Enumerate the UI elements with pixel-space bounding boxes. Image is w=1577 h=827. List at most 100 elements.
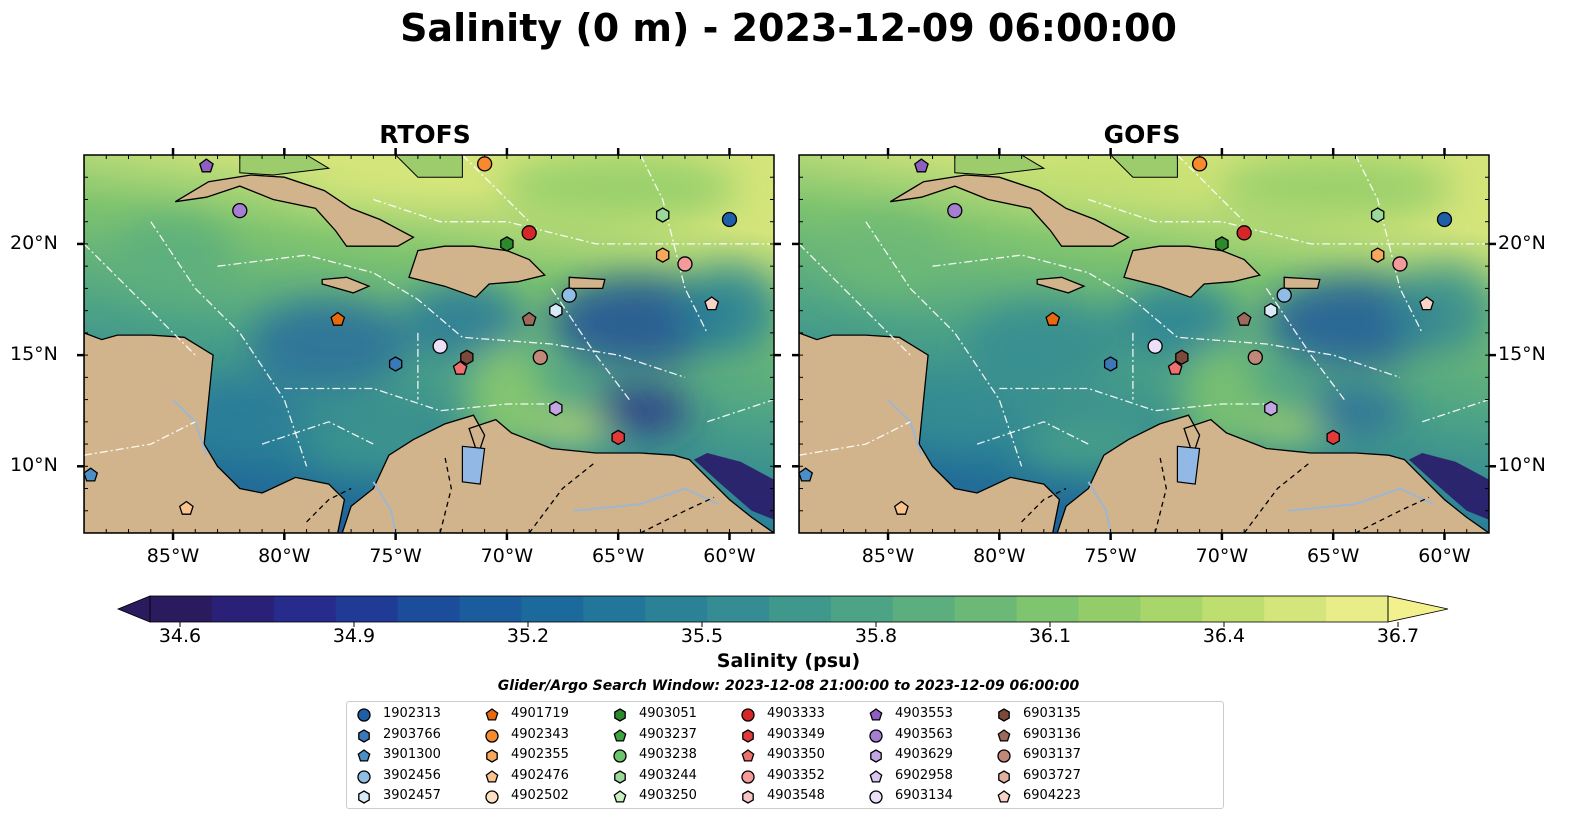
legend-symbol-2903766[interactable]	[358, 728, 370, 743]
legend-marker-circle	[357, 770, 371, 784]
float-marker-6903136[interactable]	[521, 311, 537, 326]
float-marker-1902313[interactable]	[721, 211, 738, 228]
colorbar-tick-label: 34.9	[333, 625, 375, 647]
float-marker-4903244[interactable]	[655, 207, 670, 223]
legend-symbol-6904223[interactable]	[997, 790, 1011, 803]
legend-symbol-3902456[interactable]	[357, 770, 371, 784]
legend-symbol-4903238[interactable]	[613, 749, 627, 763]
float-marker-4903350[interactable]	[452, 360, 468, 375]
legend-symbol-6902958[interactable]	[869, 769, 883, 783]
legend-symbol-4902476[interactable]	[485, 769, 499, 783]
legend-symbol-4902355[interactable]	[486, 749, 498, 763]
legend-marker-pentagon	[997, 790, 1011, 803]
legend-symbol-4903237[interactable]	[613, 728, 627, 742]
float-marker-4903244[interactable]	[1370, 207, 1385, 223]
legend-symbol-4903548[interactable]	[742, 790, 754, 805]
float-marker-4903051[interactable]	[500, 236, 514, 252]
legend-symbol-4903352[interactable]	[741, 770, 755, 784]
legend-marker-hexagon	[742, 790, 754, 805]
float-marker-3902457[interactable]	[1264, 302, 1278, 319]
legend-symbol-4903244[interactable]	[614, 770, 626, 784]
landmass-3	[1123, 245, 1261, 299]
float-marker-4903051[interactable]	[1215, 236, 1229, 252]
float-marker-3901300[interactable]	[83, 467, 99, 482]
float-marker-3902456[interactable]	[561, 287, 577, 303]
float-marker-4903349[interactable]	[1326, 429, 1340, 446]
float-marker-4901719[interactable]	[330, 311, 346, 326]
float-marker-6903136[interactable]	[1236, 311, 1252, 326]
float-marker-4901719[interactable]	[1045, 311, 1061, 326]
float-marker-6903134[interactable]	[432, 338, 448, 354]
legend-symbol-4903629[interactable]	[870, 749, 882, 763]
landmass-2	[889, 174, 1130, 247]
legend-symbol-4903250[interactable]	[613, 790, 627, 803]
legend-marker-circle	[741, 708, 755, 722]
legend-symbol-4903349[interactable]	[742, 728, 754, 743]
float-marker-6904223[interactable]	[1419, 296, 1435, 311]
legend-marker-circle	[485, 790, 499, 805]
legend-symbol-6903727[interactable]	[998, 770, 1010, 784]
lon-tick-label: 65°W	[591, 545, 645, 567]
legend-symbol-4903563[interactable]	[869, 728, 883, 743]
float-marker-4903553[interactable]	[914, 158, 929, 173]
lat-tick-label-left: 20°N	[10, 231, 58, 254]
float-marker-2903766[interactable]	[1103, 356, 1118, 372]
legend-symbol-6903136[interactable]	[997, 728, 1011, 742]
float-marker-4902343[interactable]	[476, 156, 493, 172]
float-marker-6904223[interactable]	[704, 296, 720, 311]
legend-label: 4903250	[639, 788, 697, 804]
landmass-5	[568, 276, 606, 290]
float-marker-4903333[interactable]	[521, 225, 537, 241]
float-marker-4902343[interactable]	[1191, 156, 1208, 172]
float-marker-4903629[interactable]	[549, 400, 563, 417]
axis-ticks	[77, 148, 781, 540]
legend-marker-circle	[485, 728, 499, 743]
float-marker-4903352[interactable]	[1392, 256, 1408, 272]
float-marker-4903333[interactable]	[1236, 225, 1252, 241]
legend-symbol-3901300[interactable]	[357, 749, 371, 762]
float-marker-4903563[interactable]	[232, 202, 248, 219]
legend-symbol-4903553[interactable]	[869, 708, 883, 721]
legend-marker-hexagon	[358, 790, 370, 805]
legend-symbol-3902457[interactable]	[358, 790, 370, 805]
legend-symbol-4901719[interactable]	[485, 708, 499, 721]
float-marker-4903563[interactable]	[947, 202, 963, 219]
legend-label: 4902343	[511, 726, 569, 742]
float-marker-4903349[interactable]	[611, 429, 625, 446]
lat-tick-label-right: 10°N	[1498, 454, 1546, 477]
float-marker-3901300[interactable]	[798, 467, 814, 482]
float-marker-4902355[interactable]	[1370, 247, 1385, 263]
float-marker-4903352[interactable]	[677, 256, 693, 272]
legend-label: 6903136	[1023, 726, 1081, 742]
float-markers	[83, 156, 738, 515]
float-marker-6903137[interactable]	[532, 349, 548, 365]
legend-symbol-4902502[interactable]	[485, 790, 499, 805]
float-marker-4903350[interactable]	[1167, 360, 1183, 375]
colorbar-tick-label: 36.1	[1029, 625, 1071, 647]
float-marker-1902313[interactable]	[1436, 211, 1453, 228]
legend-symbol-4903333[interactable]	[741, 708, 755, 722]
map-rtofs[interactable]	[77, 148, 781, 540]
float-marker-3902456[interactable]	[1276, 287, 1292, 303]
float-marker-6903135[interactable]	[1175, 349, 1189, 366]
float-marker-4902355[interactable]	[655, 247, 670, 263]
legend-symbol-1902313[interactable]	[357, 708, 371, 722]
float-marker-4903553[interactable]	[199, 158, 214, 173]
float-marker-6903137[interactable]	[1247, 349, 1263, 365]
legend-symbol-4903350[interactable]	[741, 749, 755, 762]
landmass-1	[341, 414, 774, 533]
float-marker-6903134[interactable]	[1147, 338, 1163, 354]
legend-symbol-6903135[interactable]	[998, 708, 1010, 722]
float-marker-3902457[interactable]	[549, 302, 563, 319]
float-marker-6903135[interactable]	[460, 349, 474, 366]
legend-label: 4903548	[767, 788, 825, 804]
float-marker-2903766[interactable]	[388, 356, 403, 372]
legend-symbol-6903134[interactable]	[869, 790, 883, 805]
float-marker-4903629[interactable]	[1264, 400, 1278, 417]
map-gofs[interactable]	[792, 148, 1496, 540]
float-marker-4902476[interactable]	[893, 500, 909, 515]
legend-symbol-6903137[interactable]	[997, 749, 1011, 763]
float-marker-4902476[interactable]	[178, 500, 194, 515]
legend-symbol-4902343[interactable]	[485, 728, 499, 743]
legend-symbol-4903051[interactable]	[614, 708, 626, 722]
